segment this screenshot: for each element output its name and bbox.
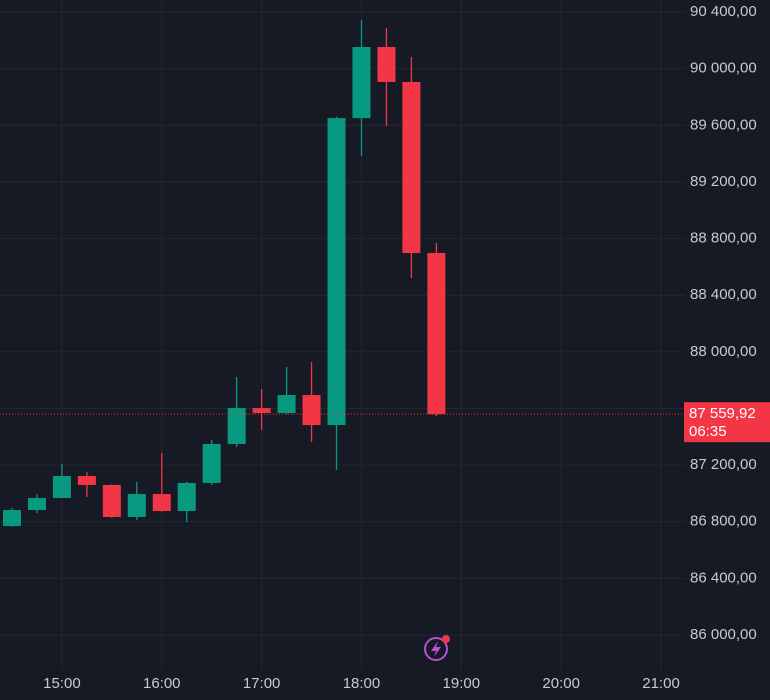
price-label-box <box>684 402 770 443</box>
x-tick-label: 19:00 <box>443 675 481 692</box>
last-price-label: 87 559,92 <box>689 405 756 422</box>
candle-body <box>2 510 21 527</box>
lightning-icon[interactable] <box>424 635 450 661</box>
countdown-label: 06:35 <box>689 423 727 440</box>
x-tick-label: 15:00 <box>43 675 81 692</box>
y-tick-label: 88 800,00 <box>690 230 757 247</box>
candle-body <box>252 408 271 414</box>
candle-body <box>352 47 371 119</box>
y-tick-label: 88 400,00 <box>690 286 757 303</box>
y-tick-label: 86 800,00 <box>690 513 757 530</box>
x-tick-label: 16:00 <box>143 675 181 692</box>
candle-body <box>177 482 196 511</box>
candle-body <box>227 408 246 445</box>
candle-body <box>377 47 396 82</box>
y-tick-label: 88 000,00 <box>690 343 757 360</box>
candle-body <box>402 81 421 254</box>
candle-body <box>202 444 221 483</box>
x-tick-label: 17:00 <box>243 675 281 692</box>
y-tick-label: 86 000,00 <box>690 626 757 643</box>
candles <box>0 19 685 527</box>
y-tick-label: 86 400,00 <box>690 569 757 586</box>
candle-body <box>302 395 321 426</box>
grid <box>0 0 685 670</box>
y-tick-label: 90 400,00 <box>690 3 757 20</box>
y-tick-label: 89 200,00 <box>690 173 757 190</box>
x-tick-label: 20:00 <box>542 675 580 692</box>
y-tick-label: 89 600,00 <box>690 116 757 133</box>
x-tick-label: 21:00 <box>642 675 680 692</box>
candle-body <box>77 476 96 485</box>
y-tick-label: 87 200,00 <box>690 456 757 473</box>
candle-body <box>327 118 346 426</box>
candle-body <box>52 476 71 498</box>
candle-body <box>102 484 121 517</box>
y-tick-label: 90 000,00 <box>690 60 757 77</box>
candle-body <box>152 494 171 511</box>
x-tick-label: 18:00 <box>343 675 381 692</box>
candle-body <box>27 497 46 511</box>
candle-body <box>427 253 446 415</box>
candle-body <box>127 494 146 517</box>
candle-body <box>277 395 296 414</box>
